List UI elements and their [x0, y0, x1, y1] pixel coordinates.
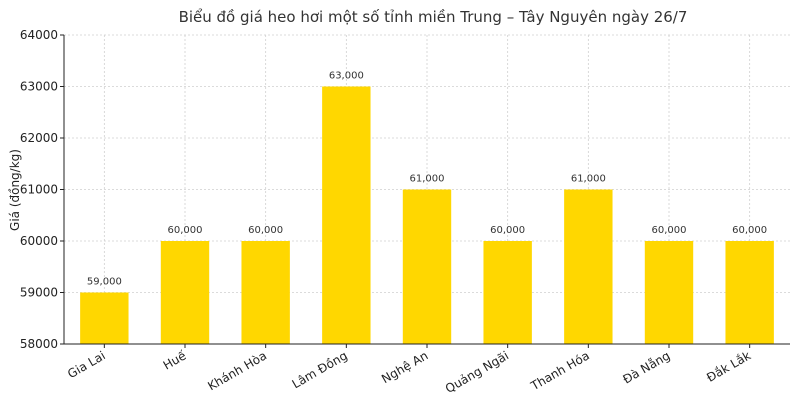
axes — [60, 34, 790, 348]
bars — [80, 86, 774, 344]
y-tick-label: 61000 — [20, 183, 58, 197]
x-tick-label: Lâm Đồng — [290, 348, 350, 391]
data-label: 59,000 — [87, 277, 122, 288]
data-label: 60,000 — [652, 225, 687, 236]
x-tick-labels: Gia Lai Huế Khánh Hòa Lâm Đồng Nghệ An Quảng … — [65, 348, 753, 396]
data-label: 61,000 — [571, 174, 606, 185]
y-tick-label: 63000 — [20, 80, 58, 94]
bar — [160, 241, 210, 344]
x-tick-label: Khánh Hòa — [205, 348, 269, 393]
x-tick-label: Gia Lai — [65, 348, 108, 381]
bar — [241, 241, 290, 344]
data-label: 61,000 — [410, 174, 445, 185]
chart-title: Biểu đồ giá heo hơi một số tỉnh miền Tru… — [179, 8, 688, 26]
y-tick-label: 62000 — [20, 131, 58, 145]
data-label: 60,000 — [248, 225, 283, 236]
bar — [402, 189, 452, 344]
x-tick-label: Huế — [161, 348, 189, 372]
y-tick-label: 59000 — [20, 286, 58, 300]
data-label: 60,000 — [732, 225, 767, 236]
y-axis-label: Giá (đồng/kg) — [8, 149, 22, 231]
bar — [725, 241, 774, 344]
bar — [322, 86, 371, 344]
x-tick-label: Thanh Hóa — [528, 348, 592, 393]
x-tick-label: Quảng Ngãi — [443, 348, 511, 395]
data-label: 60,000 — [490, 225, 525, 236]
x-tick-label: Đắk Lắk — [704, 348, 753, 384]
bar — [564, 189, 613, 344]
x-tick-label: Đà Nẵng — [620, 348, 672, 386]
y-tick-label: 60000 — [20, 234, 58, 248]
data-label: 60,000 — [168, 225, 203, 236]
bar — [483, 241, 532, 344]
data-labels: 59,000 60,000 60,000 63,000 61,000 60,000 61,0… — [87, 71, 767, 288]
y-tick-label: 58000 — [20, 337, 58, 351]
bar — [644, 241, 694, 344]
data-label: 63,000 — [329, 71, 364, 82]
x-tick-label: Nghệ An — [379, 348, 430, 386]
y-tick-labels: 58000 59000 60000 61000 62000 63000 64000 — [20, 28, 58, 351]
bar — [80, 292, 129, 344]
y-tick-label: 64000 — [20, 28, 58, 42]
